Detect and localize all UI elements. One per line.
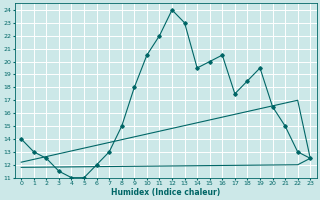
X-axis label: Humidex (Indice chaleur): Humidex (Indice chaleur) <box>111 188 220 197</box>
